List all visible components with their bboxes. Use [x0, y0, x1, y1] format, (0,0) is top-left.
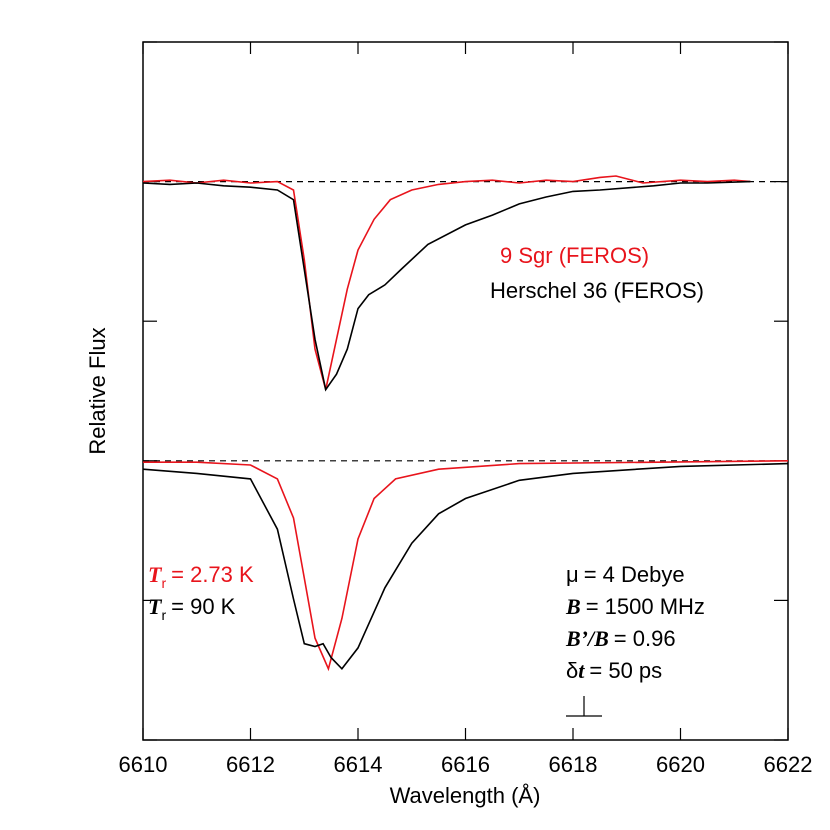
- symbol: B: [565, 594, 581, 619]
- symbol: δ: [566, 658, 578, 683]
- y-axis-label: Relative Flux: [85, 327, 110, 454]
- symbol: B’/B: [565, 626, 609, 651]
- resolution-marker: [566, 696, 602, 717]
- series-line: [142, 175, 751, 390]
- subscript: r: [161, 575, 166, 591]
- plot-frame: [142, 41, 789, 741]
- x-tick-label: 6612: [226, 752, 275, 777]
- value: = 0.96: [614, 626, 676, 651]
- value: = 1500 MHz: [586, 594, 705, 619]
- x-tick-label: 6614: [334, 752, 383, 777]
- series-line: [142, 462, 789, 671]
- symbol: t: [578, 658, 585, 683]
- x-tick-label: 6618: [549, 752, 598, 777]
- model-label: Tr = 2.73 K: [148, 562, 254, 591]
- value: = 4 Debye: [584, 562, 685, 587]
- x-axis-label: Wavelength (Å): [390, 783, 541, 808]
- x-tick-label: 6622: [764, 752, 813, 777]
- parameter: B = 1500 MHz: [565, 594, 705, 619]
- parameter: δt = 50 ps: [566, 658, 662, 683]
- legend-entry: 9 Sgr (FEROS): [500, 243, 649, 268]
- parameter: μ = 4 Debye: [566, 562, 685, 587]
- subscript: r: [161, 607, 166, 623]
- legend-entry: Herschel 36 (FEROS): [490, 278, 704, 303]
- x-tick-label: 6616: [441, 752, 490, 777]
- symbol: T: [148, 562, 163, 587]
- value: = 50 ps: [589, 658, 662, 683]
- series-line: [142, 180, 751, 392]
- parameter: B’/B = 0.96: [565, 626, 676, 651]
- value: = 2.73 K: [171, 562, 254, 587]
- symbol: μ: [566, 562, 579, 587]
- value: = 90 K: [171, 594, 236, 619]
- x-tick-label: 6610: [119, 752, 168, 777]
- x-tick-label: 6620: [656, 752, 705, 777]
- series-line: [143, 460, 789, 672]
- model-label: Tr = 90 K: [148, 594, 236, 623]
